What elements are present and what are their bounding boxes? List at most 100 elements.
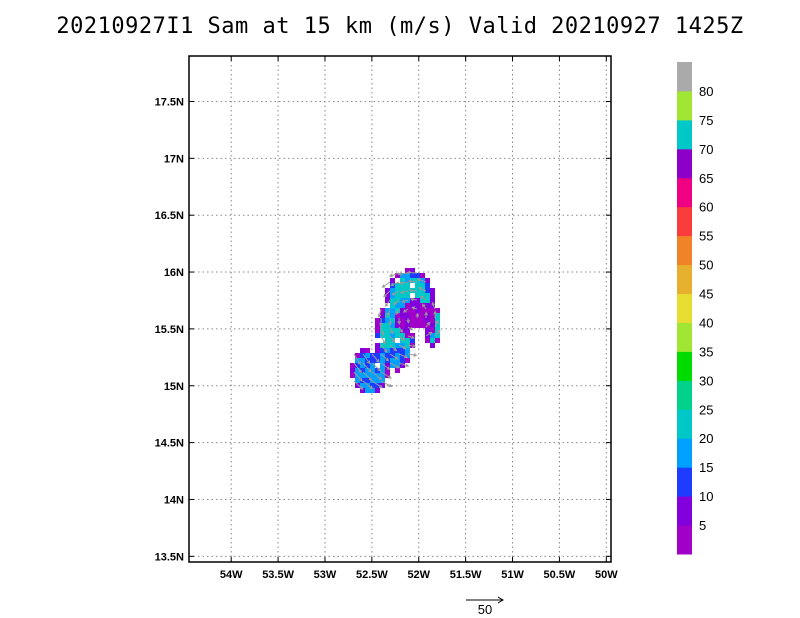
field-cell	[390, 343, 395, 348]
wind-vector	[389, 335, 396, 343]
field-cell	[405, 283, 410, 288]
x-tick-label-4: 52W	[407, 569, 430, 581]
field-cell	[380, 358, 385, 363]
colorbar-label-1: 10	[699, 489, 713, 504]
colorbar-segment-6	[677, 351, 692, 381]
colorbar-label-10: 55	[699, 229, 713, 244]
wind-vector-head	[394, 356, 399, 360]
colorbar-segment-15	[677, 90, 692, 121]
field-cell	[375, 328, 380, 333]
field-cell	[390, 348, 395, 353]
wind-vector-head	[391, 339, 396, 343]
colorbar-segment-8	[677, 293, 692, 323]
field-cell	[380, 308, 385, 313]
field-cell	[400, 293, 405, 298]
field-cell	[395, 303, 400, 308]
wind-vector-head	[391, 291, 396, 296]
wind-vector	[425, 331, 432, 337]
field-cell	[425, 338, 430, 343]
wind-vector	[362, 380, 373, 389]
y-tick-label-4: 15.5N	[155, 324, 184, 336]
wind-vector	[389, 272, 400, 277]
wind-vector	[353, 353, 361, 365]
chart-title: 20210927I1 Sam at 15 km (m/s) Valid 2021…	[56, 14, 744, 39]
field-cell	[400, 333, 405, 338]
field-cell	[425, 308, 430, 313]
field-cell	[365, 348, 370, 353]
wind-vector-head	[412, 344, 417, 348]
wind-vector	[380, 371, 392, 379]
wind-vector-head	[359, 386, 364, 390]
field-cell	[420, 273, 425, 278]
field-cell	[380, 343, 385, 348]
x-tick-label-8: 50W	[595, 569, 618, 581]
field-cell	[415, 323, 420, 328]
field-cell	[395, 273, 400, 278]
field-cell	[430, 343, 435, 348]
colorbar-label-0: 5	[699, 518, 706, 533]
wind-vectors	[353, 270, 441, 390]
wind-vector	[382, 281, 391, 288]
field-cell	[390, 298, 395, 303]
field-cell	[375, 333, 380, 338]
colorbar-segment-9	[677, 264, 692, 295]
field-cell	[365, 363, 370, 368]
field-cell	[405, 328, 410, 333]
wind-vector-head	[399, 329, 403, 334]
wind-vector	[398, 344, 407, 350]
wind-vector	[407, 271, 418, 274]
wind-vector	[362, 362, 372, 373]
field-cell	[435, 333, 440, 338]
wind-vector	[378, 308, 382, 317]
x-tick-label-2: 53W	[314, 569, 337, 581]
field-cell	[355, 378, 360, 383]
wind-vector	[380, 362, 390, 370]
wind-vector-head	[381, 284, 386, 288]
field-cell	[380, 383, 385, 388]
field-cell	[370, 388, 375, 393]
colorbar-label-4: 25	[699, 402, 713, 417]
field-cell	[415, 308, 420, 313]
field-cell	[375, 323, 380, 328]
field-cell	[415, 298, 420, 303]
field-cell	[405, 273, 410, 278]
colorbar-segment-2	[677, 467, 692, 497]
field-cell	[360, 353, 365, 358]
wind-field	[350, 268, 440, 393]
field-cell	[415, 278, 420, 283]
wind-vector	[362, 371, 373, 381]
field-cell	[405, 268, 410, 273]
field-cell	[425, 288, 430, 293]
field-cell	[360, 373, 365, 378]
wind-vector-head	[424, 311, 428, 316]
field-cell	[355, 363, 360, 368]
field-cell	[380, 373, 385, 378]
field-cell	[420, 318, 425, 323]
field-cell	[410, 303, 415, 308]
wind-vector	[407, 335, 415, 339]
x-tick-label-7: 50.5W	[544, 569, 576, 581]
field-cell	[390, 293, 395, 298]
field-cell	[415, 273, 420, 278]
axis-ticks: 54W 53.5W 53W 52.5W 52W 51.5W 51W 50.5W 50W 13.5N…	[155, 56, 618, 581]
colorbar-segment-4	[677, 409, 692, 439]
field-cell	[370, 358, 375, 363]
field-cell	[395, 333, 400, 338]
wind-vector-head	[431, 301, 436, 306]
wind-vector-head	[387, 375, 392, 379]
wind-vector	[387, 308, 391, 316]
field-cell	[385, 368, 390, 373]
field-cell	[385, 293, 390, 298]
field-cell	[430, 313, 435, 318]
field-cell	[390, 323, 395, 328]
colorbar-segment-0	[677, 525, 692, 555]
wind-vector	[400, 290, 409, 294]
wind-vector	[407, 344, 416, 348]
wind-vector-head	[378, 384, 383, 389]
field-cell	[400, 323, 405, 328]
wind-vector	[380, 335, 386, 344]
field-cell	[360, 368, 365, 373]
wind-vector-head	[407, 279, 412, 284]
field-cell	[365, 368, 370, 373]
field-cell	[430, 338, 435, 343]
